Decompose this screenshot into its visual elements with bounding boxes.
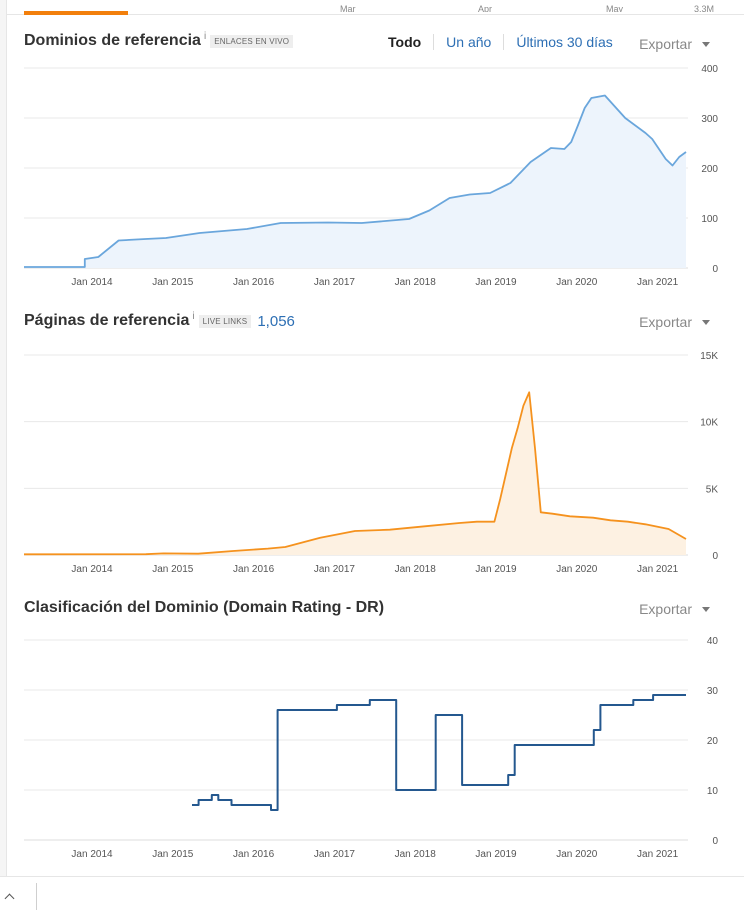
export-button-dr[interactable]: Exportar <box>639 601 710 617</box>
y-tick-label: 0 <box>712 836 718 847</box>
tab-one-year[interactable]: Un año <box>446 34 492 50</box>
frame-left-edge <box>0 0 7 876</box>
referring-pages-title: Páginas de referencia <box>24 312 190 329</box>
x-tick-label: Jan 2021 <box>637 277 679 288</box>
live-links-badge: ENLACES EN VIVO <box>210 34 294 48</box>
bottom-toolbar <box>0 876 744 910</box>
x-tick-label: Jan 2020 <box>556 849 598 860</box>
x-tick-label: Jan 2018 <box>395 849 437 860</box>
x-tick-label: Jan 2020 <box>556 564 598 575</box>
x-tick-label: Jan 2019 <box>475 277 517 288</box>
x-tick-label: Jan 2016 <box>233 564 275 575</box>
y-tick-label: 400 <box>701 64 718 75</box>
x-tick-label: Jan 2017 <box>314 564 356 575</box>
series-line <box>24 94 687 268</box>
chevron-down-icon <box>702 319 710 325</box>
referring-pages-count[interactable]: 1,056 <box>257 312 295 330</box>
x-tick-label: Jan 2018 <box>395 564 437 575</box>
series-area <box>24 392 686 555</box>
export-button-domains[interactable]: Exportar <box>639 36 710 52</box>
x-tick-label: Jan 2018 <box>395 277 437 288</box>
x-tick-label: Jan 2019 <box>475 564 517 575</box>
chevron-up-icon[interactable] <box>4 893 15 904</box>
referring-domains-header: Dominios de referencia i ENLACES EN VIVO <box>24 30 294 50</box>
x-tick-label: Jan 2014 <box>71 277 113 288</box>
tab-all[interactable]: Todo <box>388 34 422 50</box>
tab-divider <box>503 34 505 50</box>
export-label: Exportar <box>639 601 692 617</box>
export-button-pages[interactable]: Exportar <box>639 314 710 330</box>
x-tick-label: Jan 2017 <box>314 849 356 860</box>
y-tick-label: 40 <box>707 636 719 647</box>
x-tick-label: Jan 2016 <box>233 277 275 288</box>
time-range-tabs: Todo Un año Últimos 30 días <box>388 34 613 50</box>
info-icon[interactable]: i <box>203 30 207 42</box>
toolbar-divider <box>36 883 37 910</box>
series-area <box>24 95 686 268</box>
top-tick-value: 3.3M <box>694 4 715 12</box>
domain-rating-header: Clasificación del Dominio (Domain Rating… <box>24 599 384 617</box>
export-label: Exportar <box>639 36 692 52</box>
y-tick-label: 5K <box>706 484 719 495</box>
referring-pages-chart: 15K 10K 5K 0 Jan 2014 Jan 2015 Jan 2016 Jan 201… <box>23 351 718 575</box>
domain-rating-title: Clasificación del Dominio (Domain Rating… <box>24 599 385 616</box>
y-tick-label: 300 <box>701 114 718 125</box>
top-tick-may: May <box>606 4 624 12</box>
live-links-badge: LIVE LINKS <box>198 314 252 328</box>
previous-chart-strip: Mar Apr May 3.3M <box>6 0 744 15</box>
referring-domains-chart: 400 300 200 100 0 Jan 2014 Jan 2015 Jan 2016 Jan… <box>24 64 718 288</box>
x-tick-label: Jan 2019 <box>475 849 517 860</box>
x-tick-label: Jan 2017 <box>314 277 356 288</box>
x-tick-label: Jan 2015 <box>152 849 194 860</box>
x-tick-label: Jan 2015 <box>152 277 194 288</box>
x-tick-label: Jan 2020 <box>556 277 598 288</box>
x-tick-label: Jan 2016 <box>233 849 275 860</box>
series-line <box>23 391 687 556</box>
tab-last-30-days[interactable]: Últimos 30 días <box>516 34 613 50</box>
tab-divider <box>433 34 435 50</box>
chevron-down-icon <box>702 606 710 612</box>
top-tick-apr: Apr <box>478 4 493 12</box>
active-tab-indicator <box>24 11 128 15</box>
y-tick-label: 200 <box>701 164 718 175</box>
x-tick-label: Jan 2021 <box>637 564 679 575</box>
info-icon[interactable]: i <box>192 310 195 322</box>
domain-rating-chart: 40 30 20 10 0 Jan 2014 Jan 2015 Jan 2016 Jan 201… <box>24 636 718 860</box>
x-tick-label: Jan 2014 <box>71 849 113 860</box>
top-tick-mar: Mar <box>340 4 356 12</box>
y-tick-label: 100 <box>701 214 718 225</box>
x-tick-label: Jan 2015 <box>152 564 194 575</box>
series-line <box>192 694 686 811</box>
y-tick-label: 15K <box>700 351 718 362</box>
referring-domains-title: Dominios de referencia <box>24 32 201 49</box>
x-tick-label: Jan 2014 <box>71 564 113 575</box>
y-tick-label: 0 <box>712 551 718 562</box>
chevron-down-icon <box>702 41 710 47</box>
y-tick-label: 30 <box>707 686 719 697</box>
y-tick-label: 20 <box>707 736 719 747</box>
y-tick-label: 10 <box>707 786 719 797</box>
y-tick-label: 10K <box>700 418 718 429</box>
export-label: Exportar <box>639 314 692 330</box>
referring-pages-header: Páginas de referencia i LIVE LINKS 1,056 <box>24 310 295 330</box>
y-tick-label: 0 <box>712 264 718 275</box>
x-tick-label: Jan 2021 <box>637 849 679 860</box>
